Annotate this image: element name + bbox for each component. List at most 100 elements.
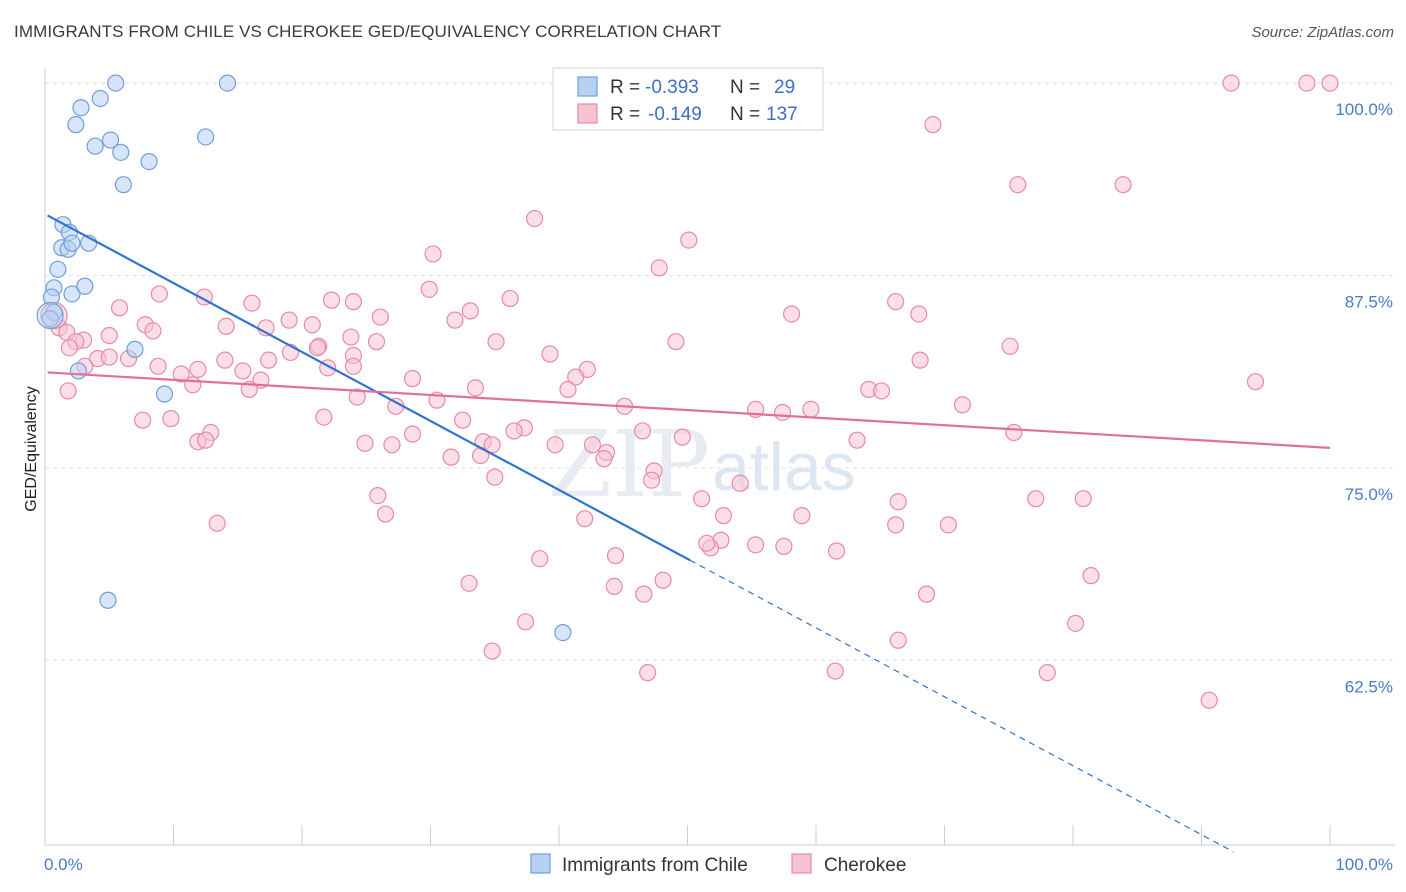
legend: R = -0.393 N = 29 R = -0.149 N = 137 [552, 67, 824, 131]
chile-points [36, 74, 572, 642]
cherokee-point [531, 550, 549, 568]
cherokee-point [367, 333, 386, 351]
cherokee-point [911, 351, 929, 369]
y-tick-label: 75.0% [1345, 485, 1393, 504]
chile-point [63, 234, 81, 252]
cherokee-point [243, 294, 261, 312]
cherokee-point [1246, 373, 1265, 391]
cherokee-point [559, 380, 577, 398]
x-tick-labels: 0.0% 100.0% [44, 855, 1393, 874]
bottom-legend-label-cherokee: Cherokee [824, 855, 906, 876]
cherokee-point [308, 339, 327, 357]
cherokee-point [172, 365, 190, 383]
bottom-legend-swatch-cherokee [791, 853, 812, 874]
cherokee-point [197, 431, 215, 449]
chile-point [86, 137, 104, 155]
cherokee-point [460, 574, 478, 592]
cherokee-point [541, 345, 559, 363]
cherokee-point [1074, 490, 1092, 508]
cherokee-point [698, 534, 716, 552]
cherokee-point [802, 400, 820, 419]
cherokee-point [280, 311, 298, 329]
cherokee-point [889, 631, 907, 649]
chile-trend-line [47, 214, 691, 562]
bottom-legend-label-chile: Immigrants from Chile [562, 855, 748, 876]
cherokee-point [1298, 74, 1316, 92]
cherokee-point [403, 425, 422, 443]
cherokee-points [40, 74, 1339, 709]
legend-n-value-chile: 29 [774, 77, 795, 98]
cherokee-point [342, 328, 360, 346]
cherokee-point [100, 326, 118, 345]
cherokee-point [234, 362, 252, 380]
cherokee-point [673, 428, 691, 446]
cherokee-point [747, 536, 765, 554]
chile-point [107, 74, 125, 92]
cherokee-point [872, 382, 891, 400]
cherokee-point [693, 490, 711, 508]
cherokee-point [501, 289, 519, 308]
chart-source: Source: ZipAtlas.com [1251, 24, 1394, 41]
cherokee-point [889, 493, 907, 511]
cherokee-point [59, 382, 77, 400]
cherokee-point [144, 322, 162, 340]
cherokee-point [303, 316, 321, 334]
cherokee-point [259, 351, 278, 369]
chile-point [140, 152, 158, 171]
cherokee-point [420, 280, 438, 298]
chile-point [69, 362, 88, 380]
cherokee-point [714, 507, 733, 525]
cherokee-point [516, 613, 535, 631]
y-tick-label: 62.5% [1345, 677, 1393, 696]
legend-r-label-cherokee: R = [610, 104, 640, 125]
chile-point [91, 89, 109, 108]
cherokee-point [1027, 490, 1045, 508]
cherokee-point [446, 311, 464, 329]
cherokee-point [134, 411, 152, 429]
cherokee-point [639, 664, 657, 682]
legend-r-label-chile: R = [610, 77, 640, 98]
y-axis-title: GED/Equivalency [23, 386, 40, 511]
cherokee-point [322, 291, 341, 309]
trend-lines [47, 214, 1331, 853]
cherokee-point [1005, 423, 1023, 442]
cherokee-point [376, 505, 395, 523]
legend-swatch-chile [577, 76, 598, 97]
cherokee-point [775, 537, 793, 555]
cherokee-point [1066, 614, 1085, 632]
cherokee-point [635, 585, 653, 603]
watermark-atlas: atlas [712, 429, 856, 505]
cherokee-point [371, 308, 389, 326]
cherokee-point [887, 516, 905, 534]
cherokee-point [606, 547, 625, 565]
chart-title: IMMIGRANTS FROM CHILE VS CHEROKEE GED/EQ… [14, 22, 722, 41]
legend-n-value-cherokee: 137 [766, 104, 798, 125]
legend-n-label-cherokee: N = [730, 104, 760, 125]
cherokee-point [100, 348, 118, 366]
y-tick-labels: 62.5% 75.0% 87.5% 100.0% [1335, 100, 1393, 696]
cherokee-point [483, 642, 501, 660]
chile-point [112, 143, 130, 161]
cherokee-point [848, 431, 866, 449]
chile-point [155, 385, 174, 403]
cherokee-point [910, 305, 928, 323]
legend-r-value-cherokee: -0.149 [648, 104, 702, 125]
cherokee-point [344, 293, 362, 311]
cherokee-point [525, 209, 544, 228]
cherokee-point [487, 333, 505, 351]
chile-point [49, 260, 67, 278]
cherokee-point [217, 317, 235, 335]
cherokee-point [486, 468, 504, 486]
cherokee-point [667, 333, 685, 351]
chile-trend-extension [689, 559, 1234, 853]
cherokee-point [827, 542, 846, 560]
chile-point [41, 309, 59, 328]
chile-point [63, 285, 81, 303]
cherokee-point [344, 357, 362, 375]
cherokee-point [731, 474, 749, 492]
cherokee-point [595, 450, 613, 468]
y-tick-label: 87.5% [1345, 292, 1393, 311]
chile-point [126, 340, 144, 358]
cherokee-point [826, 662, 844, 680]
